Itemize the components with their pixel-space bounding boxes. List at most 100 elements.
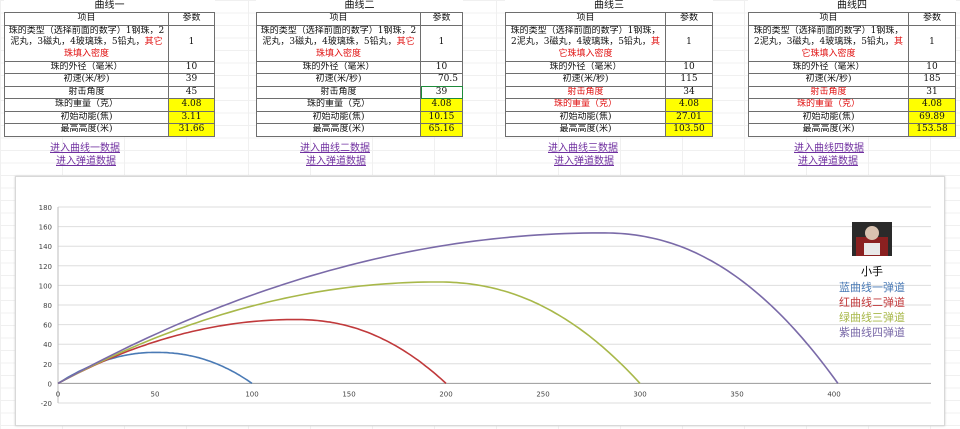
y-tick-label: 180: [39, 204, 52, 212]
type-label: 珠的类型（选择前面的数字）1钢珠，2泥丸，3磁丸，4玻璃珠，5铅丸，其它珠填入密…: [505, 24, 666, 62]
diameter-label: 珠的外径（毫米）: [748, 60, 909, 74]
type-label: 珠的类型（选择前面的数字）1钢珠，2泥丸，3磁丸，4玻璃珠，5铅丸，其它珠填入密…: [4, 24, 169, 62]
height-label: 最高高度(米): [256, 123, 421, 137]
weight-label: 珠的重量（克）: [505, 98, 666, 112]
table-curve-3: 曲线三 项目 参数 珠的类型（选择前面的数字）1钢珠，2泥丸，3磁丸，4玻璃珠，5…: [505, 0, 713, 137]
height-value-cell[interactable]: 31.66: [168, 123, 215, 137]
speed-label: 初速(米/秒): [256, 73, 421, 87]
diameter-label: 珠的外径（毫米）: [256, 60, 421, 74]
diameter-value-cell[interactable]: 10: [908, 60, 956, 74]
table-title: 曲线一: [94, 0, 125, 11]
height-label: 最高高度(米): [748, 123, 909, 137]
speed-value-cell[interactable]: 185: [908, 73, 956, 87]
energy-label: 初始动能(焦): [505, 110, 666, 124]
legend-entry: 绿曲线三弹道: [839, 310, 905, 324]
y-tick-label: 0: [48, 380, 52, 388]
angle-label: 射击角度: [256, 85, 421, 99]
speed-value-cell[interactable]: 115: [665, 73, 713, 87]
y-tick-label: 160: [39, 224, 52, 232]
col-param-header: 参数: [420, 12, 463, 26]
col-item-header: 项目: [4, 12, 169, 26]
angle-value-cell[interactable]: 34: [665, 85, 713, 99]
angle-value-cell[interactable]: 31: [908, 85, 956, 99]
link-track-data-2[interactable]: 进入弹道数据: [306, 156, 366, 167]
trajectory-chart[interactable]: -20 0 20 40 60 80 100 120 140 160 180 0 50 100 150 200…: [15, 176, 945, 426]
height-label: 最高高度(米): [505, 123, 666, 137]
type-value-cell[interactable]: 1: [908, 24, 956, 62]
weight-label: 珠的重量（克）: [256, 98, 421, 112]
trajectory-line-series-4: [57, 232, 839, 385]
x-tick-label: 350: [730, 390, 743, 398]
table-title: 曲线四: [837, 0, 867, 11]
angle-label: 射击角度: [505, 85, 666, 99]
link-track-data-4[interactable]: 进入弹道数据: [798, 156, 858, 167]
y-tick-label: 40: [43, 341, 52, 349]
speed-value-cell[interactable]: 39: [168, 73, 215, 87]
diameter-label: 珠的外径（毫米）: [505, 60, 666, 74]
angle-value-cell[interactable]: 39: [420, 85, 463, 99]
link-track-data-1[interactable]: 进入弹道数据: [56, 156, 116, 167]
legend-avatar-icon: [852, 222, 892, 256]
link-curve-1-data[interactable]: 进入曲线一数据: [50, 143, 120, 154]
diameter-value-cell[interactable]: 10: [168, 60, 215, 74]
speed-label: 初速(米/秒): [748, 73, 909, 87]
speed-label: 初速(米/秒): [505, 73, 666, 87]
energy-value-cell[interactable]: 3.11: [168, 110, 215, 124]
x-tick-label: 150: [342, 390, 355, 398]
weight-label: 珠的重量（克）: [4, 98, 169, 112]
height-value-cell[interactable]: 103.50: [665, 123, 713, 137]
speed-value-cell[interactable]: 70.5: [420, 73, 463, 87]
col-item-header: 项目: [505, 12, 666, 26]
weight-label: 珠的重量（克）: [748, 98, 909, 112]
x-tick-label: 300: [633, 390, 646, 398]
energy-value-cell[interactable]: 10.15: [420, 110, 463, 124]
col-param-header: 参数: [168, 12, 215, 26]
x-tick-label: 50: [151, 390, 160, 398]
y-tick-label: -20: [41, 400, 52, 408]
energy-value-cell[interactable]: 27.01: [665, 110, 713, 124]
table-title: 曲线三: [594, 0, 624, 11]
angle-label: 射击角度: [4, 85, 169, 99]
type-value-cell[interactable]: 1: [168, 24, 215, 62]
trajectory-line-series-2: [57, 318, 447, 385]
speed-label: 初速(米/秒): [4, 73, 169, 87]
height-value-cell[interactable]: 65.16: [420, 123, 463, 137]
legend-title: 小手: [861, 264, 883, 278]
col-param-header: 参数: [665, 12, 713, 26]
legend-entry: 红曲线二弹道: [839, 295, 905, 309]
height-value-cell[interactable]: 153.58: [908, 123, 956, 137]
angle-label: 射击角度: [748, 85, 909, 99]
energy-value-cell[interactable]: 69.89: [908, 110, 956, 124]
trajectory-chart-svg: -20 0 20 40 60 80 100 120 140 160 180 0 50 100 150 200…: [39, 204, 931, 408]
weight-value-cell[interactable]: 4.08: [420, 98, 463, 112]
diameter-label: 珠的外径（毫米）: [4, 60, 169, 74]
link-curve-3-data[interactable]: 进入曲线三数据: [548, 143, 618, 154]
weight-value-cell[interactable]: 4.08: [908, 98, 956, 112]
diameter-value-cell[interactable]: 10: [665, 60, 713, 74]
col-item-header: 项目: [256, 12, 421, 26]
x-tick-label: 100: [245, 390, 258, 398]
legend-entry: 蓝曲线一弹道: [839, 280, 905, 294]
col-item-header: 项目: [748, 12, 909, 26]
energy-label: 初始动能(焦): [256, 110, 421, 124]
y-tick-label: 60: [43, 322, 52, 330]
angle-value-cell[interactable]: 45: [168, 85, 215, 99]
table-title: 曲线二: [344, 0, 375, 11]
energy-label: 初始动能(焦): [4, 110, 169, 124]
height-label: 最高高度(米): [4, 123, 169, 137]
type-value-cell[interactable]: 1: [420, 24, 463, 62]
type-value-cell[interactable]: 1: [665, 24, 713, 62]
y-tick-label: 140: [39, 243, 52, 251]
x-tick-label: 400: [827, 390, 840, 398]
y-tick-label: 120: [39, 263, 52, 271]
table-curve-2: 曲线二 项目 参数 珠的类型（选择前面的数字）1钢珠，2泥丸，3磁丸，4玻璃珠，5…: [256, 0, 463, 137]
legend-entry: 紫曲线四弹道: [839, 325, 905, 339]
weight-value-cell[interactable]: 4.08: [665, 98, 713, 112]
energy-label: 初始动能(焦): [748, 110, 909, 124]
link-track-data-3[interactable]: 进入弹道数据: [554, 156, 614, 167]
weight-value-cell[interactable]: 4.08: [168, 98, 215, 112]
y-tick-label: 20: [43, 361, 52, 369]
link-curve-4-data[interactable]: 进入曲线四数据: [794, 143, 864, 154]
link-curve-2-data[interactable]: 进入曲线二数据: [300, 143, 370, 154]
diameter-value-cell[interactable]: 10: [420, 60, 463, 74]
